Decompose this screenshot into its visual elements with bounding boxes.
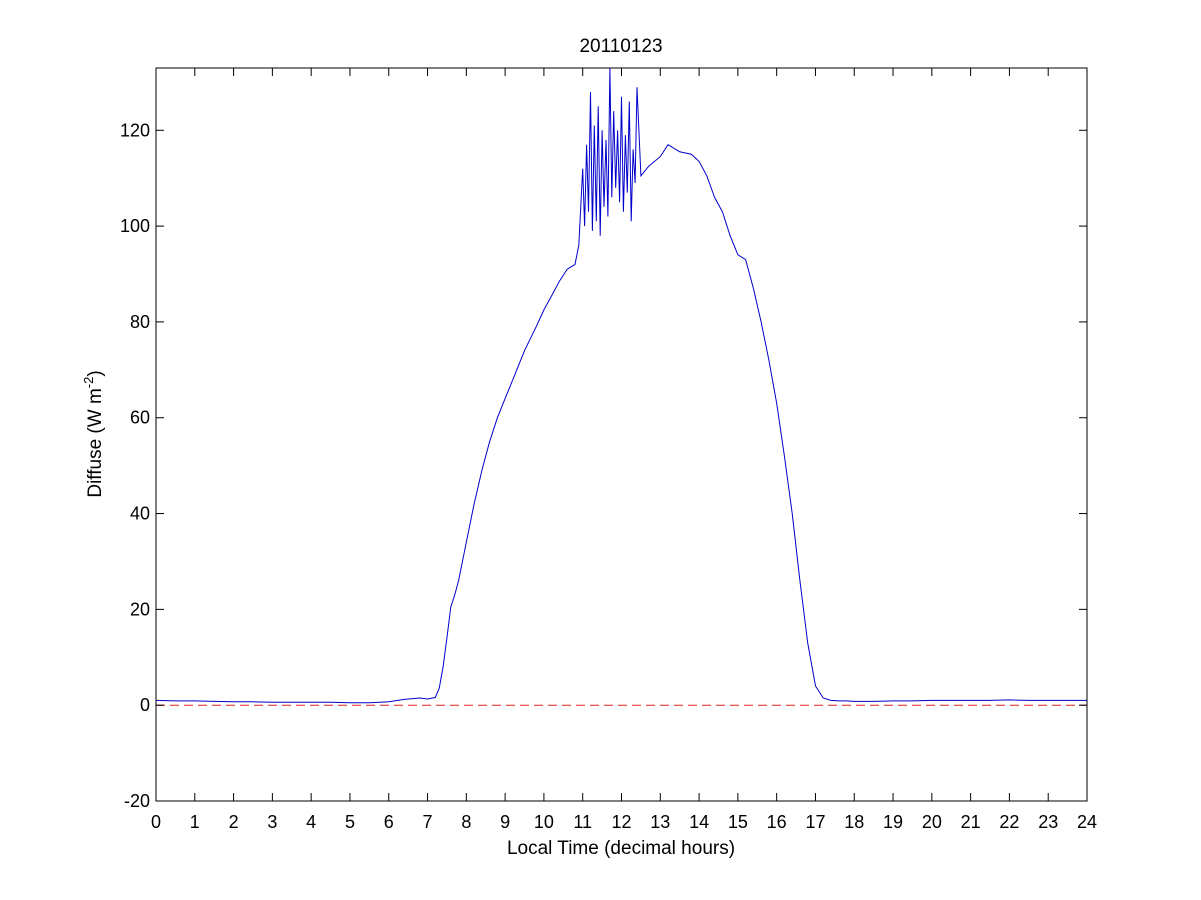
x-tick-label: 17 [805, 812, 825, 832]
y-tick-label: 40 [130, 504, 150, 524]
x-tick-label: 5 [345, 812, 355, 832]
x-tick-label: 18 [844, 812, 864, 832]
x-tick-label: 3 [267, 812, 277, 832]
y-tick-label: 0 [140, 695, 150, 715]
y-tick-label: 20 [130, 599, 150, 619]
x-tick-label: 10 [534, 812, 554, 832]
plot-area [156, 68, 1087, 801]
x-tick-label: 11 [573, 812, 592, 832]
x-tick-label: 4 [306, 812, 316, 832]
x-tick-label: 15 [728, 812, 748, 832]
x-tick-label: 13 [650, 812, 670, 832]
x-tick-label: 6 [384, 812, 394, 832]
chart-title: 20110123 [579, 36, 662, 57]
x-tick-label: 23 [1038, 812, 1058, 832]
y-tick-label: 80 [130, 312, 150, 332]
y-tick-label: 120 [120, 120, 150, 140]
x-tick-label: 2 [229, 812, 239, 832]
x-tick-label: 7 [423, 812, 433, 832]
y-axis-label: Diffuse (W m-2) [81, 370, 106, 497]
x-tick-label: 9 [500, 812, 510, 832]
y-axis: -20 0 20 40 60 80 100 120 [120, 120, 1087, 811]
y-tick-label: 100 [120, 216, 150, 236]
x-tick-label: 20 [922, 812, 942, 832]
x-tick-label: 22 [999, 812, 1019, 832]
x-tick-label: 14 [689, 812, 709, 832]
x-tick-label: 8 [461, 812, 471, 832]
x-tick-label: 1 [190, 812, 200, 832]
x-tick-label: 24 [1077, 812, 1097, 832]
series-layer [155, 67, 1087, 706]
y-axis-label-suffix: ) [85, 370, 106, 376]
x-tick-label: 19 [883, 812, 903, 832]
x-tick-label: 12 [611, 812, 631, 832]
y-axis-label-prefix: Diffuse (W m [85, 388, 106, 497]
y-tick-label: 60 [130, 408, 150, 428]
x-axis-label: Local Time (decimal hours) [507, 838, 735, 859]
y-tick-label: -20 [124, 791, 150, 811]
x-tick-label: 16 [767, 812, 787, 832]
series-line-1 [155, 67, 1087, 704]
x-tick-label: 0 [151, 812, 161, 832]
x-axis: 0 1 2 3 4 5 6 7 8 9 10 11 12 13 14 15 16 17 18 19 20 21 22 23 24 [151, 68, 1097, 832]
y-axis-label-superscript: -2 [81, 377, 96, 389]
x-tick-label: 21 [961, 812, 981, 832]
